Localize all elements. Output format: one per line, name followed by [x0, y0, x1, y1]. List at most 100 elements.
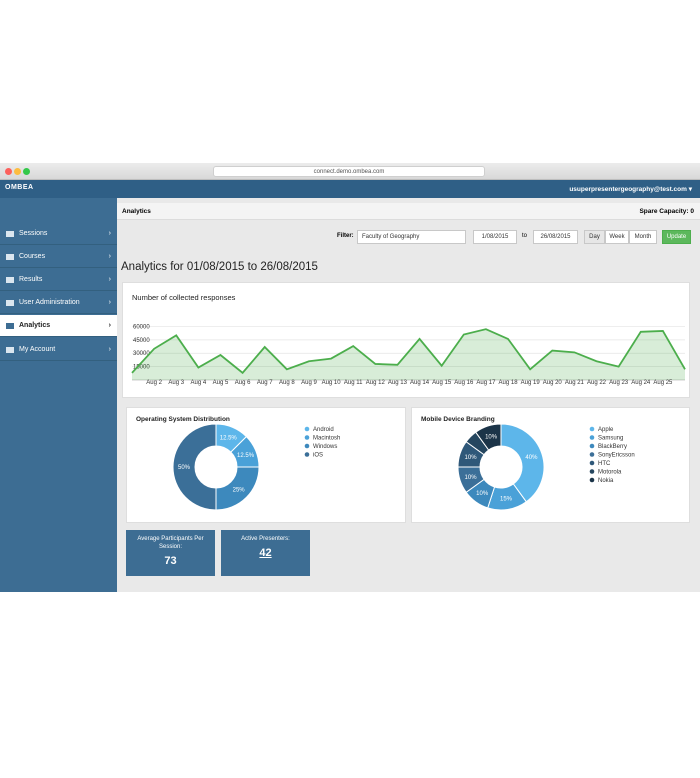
y-tick-label: 60000	[133, 324, 150, 330]
line	[131, 328, 686, 375]
stat-box: Active Presenters: 42	[221, 530, 310, 576]
legend-label: iOS	[313, 453, 323, 459]
chart-title: Operating System Distribution	[136, 416, 230, 423]
sidebar-item[interactable]: Analytics	[0, 315, 117, 337]
x-tick-label: Aug 3	[168, 380, 185, 386]
pie-chart-panel: Mobile Device Branding 40% Apple 15% Samsung…	[411, 407, 690, 523]
legend-swatch	[589, 469, 595, 474]
y-tick-label: 30000	[133, 351, 150, 357]
close-button[interactable]	[5, 168, 12, 175]
legend-label: BlackBerry	[598, 444, 627, 450]
x-tick-label: Aug 9	[301, 380, 317, 386]
logo[interactable]: OMBEA	[5, 184, 34, 191]
x-tick-label: Aug 22	[587, 380, 607, 386]
slice-label: 10%	[485, 435, 498, 441]
legend-label: Windows	[313, 444, 337, 450]
x-tick-label: Aug 16	[454, 380, 474, 386]
chart-title: Number of collected responses	[132, 293, 236, 302]
sidebar-icon	[6, 277, 14, 283]
stat-label: Active Presenters:	[241, 536, 290, 542]
slice-label: 25%	[233, 488, 246, 494]
sidebar-icon	[6, 231, 14, 237]
stat-value[interactable]: 42	[259, 547, 272, 559]
x-tick-label: Aug 24	[631, 380, 651, 386]
user-menu[interactable]: usuperpresentergeography@test.com	[569, 185, 692, 193]
address-bar[interactable]: connect.demo.ombea.com	[213, 166, 485, 177]
legend-swatch	[304, 452, 310, 457]
sidebar-item[interactable]: Results	[0, 269, 117, 291]
sidebar-item[interactable]: Sessions	[0, 223, 117, 245]
period-button[interactable]: Month	[629, 230, 657, 244]
sidebar-label: Analytics	[19, 322, 51, 329]
x-tick-label: Aug 12	[365, 380, 385, 386]
x-tick-label: Aug 5	[212, 380, 229, 386]
slice-label: 10%	[465, 455, 478, 461]
legend-swatch	[589, 435, 595, 440]
x-tick-label: Aug 4	[190, 380, 207, 386]
y-tick-label: 15000	[133, 365, 150, 371]
area	[132, 329, 685, 380]
stat-box: Average Participants Per Session: 73	[126, 530, 215, 576]
sidebar-item[interactable]: User Administration	[0, 292, 117, 314]
legend-label: Motorola	[598, 470, 622, 476]
page-heading: Analytics for 01/08/2015 to 26/08/2015	[121, 261, 318, 273]
filter-label: Filter:	[337, 233, 354, 239]
sidebar-label: Sessions	[19, 230, 48, 237]
date-to[interactable]: 26/08/2015	[533, 230, 578, 244]
pie-chart-panel: Operating System Distribution 12.5% Androi…	[126, 407, 406, 523]
x-tick-label: Aug 17	[476, 380, 496, 386]
legend-swatch	[589, 460, 595, 466]
minimize-button[interactable]	[14, 168, 21, 175]
sidebar-label: Results	[19, 276, 43, 283]
x-tick-label: Aug 23	[609, 380, 629, 386]
x-tick-label: Aug 8	[278, 380, 295, 386]
period-button[interactable]: Week	[605, 230, 629, 244]
legend-swatch	[589, 443, 595, 449]
sidebar-icon	[6, 254, 14, 260]
donut-slice	[172, 423, 217, 511]
spare-capacity: Spare Capacity: 0	[639, 208, 694, 215]
faculty-select[interactable]: Faculty of Geography	[357, 230, 466, 244]
chart-title: Mobile Device Branding	[421, 416, 495, 423]
x-tick-label: Aug 13	[387, 380, 407, 386]
sidebar-label: Courses	[19, 253, 46, 260]
x-tick-label: Aug 11	[343, 380, 363, 386]
breadcrumb-title: Analytics	[122, 208, 151, 215]
slice-label: 12.5%	[220, 435, 238, 441]
period-button[interactable]: Day	[584, 230, 605, 244]
legend-label: Samsung	[598, 436, 623, 442]
x-tick-label: Aug 7	[256, 380, 273, 386]
x-tick-label: Aug 25	[653, 380, 673, 386]
sidebar-item[interactable]: Courses	[0, 246, 117, 268]
breadcrumb-bar: Analytics Spare Capacity: 0	[117, 203, 700, 220]
donut-chart: 12.5% Android 12.5% Macintosh 25% Windows 50% i…	[172, 423, 340, 511]
x-tick-label: Aug 21	[564, 380, 584, 386]
app-header: OMBEA usuperpresentergeography@test.com	[0, 180, 700, 198]
legend-label: HTC	[598, 461, 611, 467]
zoom-button[interactable]	[23, 168, 30, 175]
line-chart-panel: Number of collected responses 15000 30000 4…	[122, 282, 690, 398]
x-tick-label: Aug 6	[234, 380, 251, 386]
donut-chart: 40% Apple 15% Samsung 10% BlackBerry 10% SonyEr…	[457, 423, 635, 511]
legend-label: Apple	[598, 427, 614, 433]
legend-swatch	[589, 477, 595, 483]
legend-swatch	[304, 435, 310, 440]
x-tick-label: Aug 19	[520, 380, 540, 386]
legend-swatch	[304, 426, 310, 432]
date-from[interactable]: 1/08/2015	[473, 230, 517, 244]
donut-slice	[500, 423, 545, 503]
slice-label: 50%	[178, 465, 191, 471]
legend-label: Nokia	[598, 478, 614, 484]
slice-label: 15%	[500, 497, 513, 503]
sidebar: Sessions Courses Results User Administratio…	[0, 198, 117, 592]
legend-label: Android	[313, 427, 334, 433]
donut-slice	[475, 423, 502, 451]
stat-value: 73	[164, 555, 177, 567]
slice-label: 12.5%	[237, 453, 255, 459]
sidebar-item[interactable]: My Account	[0, 339, 117, 361]
sidebar-icon	[6, 323, 14, 329]
line-chart: 15000 30000 45000 60000	[131, 324, 686, 381]
x-tick-label: Aug 10	[321, 380, 341, 386]
to-label: to	[522, 233, 528, 239]
update-button[interactable]: Update	[662, 230, 691, 244]
